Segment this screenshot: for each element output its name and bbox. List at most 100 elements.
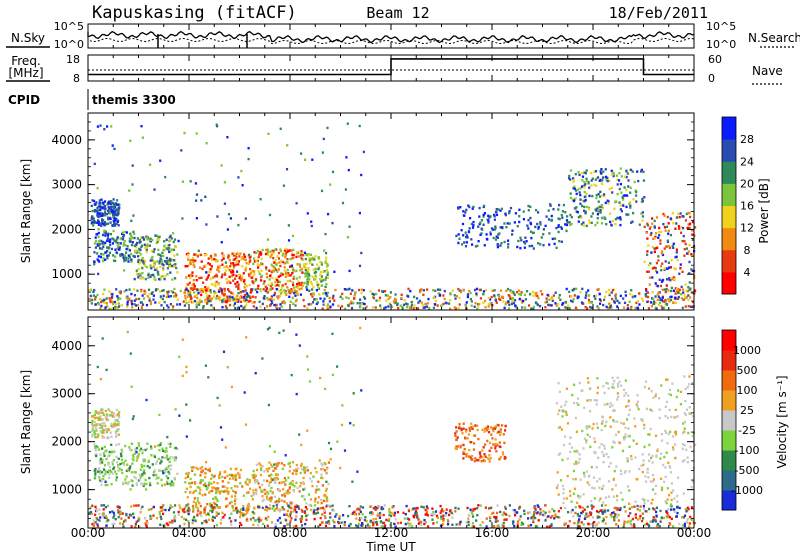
range-gate-cell [488,507,491,510]
range-gate-cell [282,184,285,187]
range-gate-cell [316,286,320,289]
range-gate-cell [593,520,596,524]
range-gate-cell [362,307,365,310]
range-gate-cell [223,181,226,184]
range-gate-cell [319,270,322,274]
range-gate-cell [311,275,314,278]
range-gate-cell [411,525,414,528]
range-gate-cell [550,304,553,307]
range-gate-cell [169,468,172,471]
range-gate-cell [135,272,139,275]
range-gate-cell [327,504,330,507]
range-gate-cell [223,287,226,291]
range-gate-cell [229,281,232,284]
range-gate-cell [108,450,111,454]
range-gate-cell [612,495,616,498]
range-gate-cell [323,297,326,300]
range-gate-cell [581,172,584,175]
range-gate-cell [621,498,624,501]
range-gate-cell [104,424,107,428]
range-gate-cell [189,290,192,294]
range-gate-cell [209,504,212,508]
range-gate-cell [97,220,100,224]
range-gate-cell [167,295,170,298]
range-gate-cell [462,452,465,455]
range-gate-cell [326,276,330,279]
range-gate-cell [641,512,644,515]
range-gate-cell [245,262,248,265]
range-gate-cell [174,459,177,462]
range-gate-cell [241,290,244,293]
range-gate-cell [634,295,637,298]
range-gate-cell [321,513,324,516]
range-gate-cell [489,519,492,523]
range-gate-cell [215,297,218,300]
range-gate-cell [295,285,298,289]
range-gate-cell [527,209,530,212]
range-gate-cell [518,208,521,211]
range-gate-cell [277,275,280,278]
range-gate-cell [313,258,316,261]
range-gate-cell [283,500,286,503]
range-gate-cell [322,292,325,295]
range-gate-cell [105,457,108,461]
range-gate-cell [597,209,600,212]
range-gate-cell [523,509,526,512]
range-gate-cell [172,295,175,298]
cpid-label: CPID [8,93,40,107]
range-gate-cell [167,523,170,527]
range-gate-cell [657,236,660,239]
range-gate-cell [449,299,452,302]
range-gate-cell [564,435,567,438]
range-gate-cell [148,297,151,300]
range-gate-cell [99,203,102,206]
range-gate-cell [683,524,686,528]
range-gate-cell [95,411,98,414]
range-gate-cell [686,226,689,230]
range-gate-cell [654,301,657,305]
range-gate-cell [680,226,683,229]
range-gate-cell [436,304,439,307]
range-gate-cell [471,515,475,518]
range-gate-cell [666,215,669,219]
range-gate-cell [97,219,100,222]
range-gate-cell [672,289,676,292]
range-gate-cell [326,126,329,130]
range-gate-cell [499,428,502,431]
range-gate-cell [482,223,485,226]
range-gate-cell [494,447,497,450]
range-gate-cell [414,510,418,513]
range-gate-cell [467,433,470,436]
range-gate-cell [289,514,292,517]
range-gate-cell [207,484,210,487]
range-gate-cell [166,244,169,247]
range-gate-cell [520,299,523,302]
range-gate-cell [124,259,127,262]
range-gate-cell [548,510,551,513]
range-gate-cell [594,223,597,227]
range-gate-cell [631,220,634,223]
range-gate-cell [259,251,262,254]
range-gate-cell [138,478,142,481]
range-gate-cell [681,524,684,527]
range-gate-cell [115,288,118,291]
range-gate-cell [175,266,178,270]
range-gate-cell [121,237,125,241]
range-gate-cell [539,508,542,511]
range-gate-cell [327,461,330,464]
range-gate-cell [458,303,461,306]
noise-left-tick-top: 10^5 [54,20,84,33]
range-gate-cell [623,522,626,526]
range-gate-cell [388,518,391,521]
range-gate-cell [139,261,142,264]
range-gate-cell [493,427,496,430]
range-gate-cell [653,508,656,511]
range-gate-cell [220,490,223,493]
range-gate-cell [629,186,632,190]
range-gate-cell [660,269,663,272]
range-gate-cell [260,279,263,282]
range-gate-cell [221,299,224,302]
range-gate-cell [456,445,459,448]
range-gate-cell [614,294,617,297]
range-gate-cell [481,428,484,431]
